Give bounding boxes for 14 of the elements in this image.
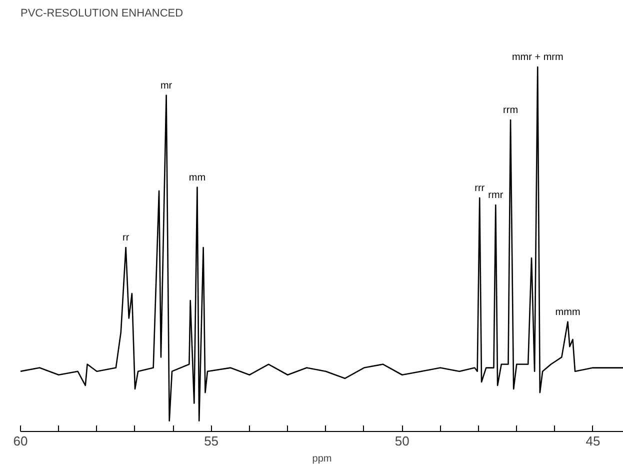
- annotation: rrr: [474, 182, 486, 194]
- x-tick-label: 55: [204, 434, 219, 448]
- annotation: mm: [188, 172, 206, 184]
- x-axis-title: ppm: [312, 454, 332, 464]
- annotation: rr: [122, 232, 130, 244]
- chart-title: PVC-RESOLUTION ENHANCED: [20, 8, 184, 20]
- x-tick-label: 60: [13, 434, 28, 448]
- annotation: rmr: [488, 190, 504, 201]
- annotation: mmm: [555, 306, 580, 318]
- annotation: rrm: [503, 105, 518, 116]
- annotation: mmr + mrm: [512, 52, 564, 63]
- annotation: mr: [160, 80, 173, 92]
- x-tick-label: 50: [394, 434, 410, 448]
- x-tick-label: 45: [586, 434, 600, 448]
